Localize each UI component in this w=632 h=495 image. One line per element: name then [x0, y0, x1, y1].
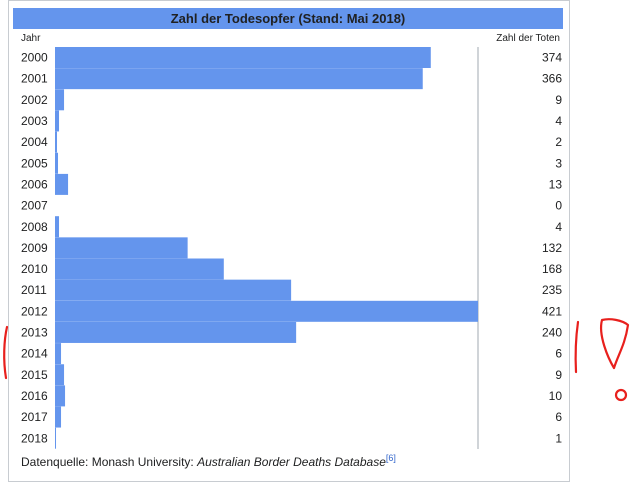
- bar: [55, 131, 58, 153]
- year-label: 2008: [21, 220, 48, 234]
- count-label: 1: [555, 431, 562, 445]
- year-label: 2018: [21, 431, 48, 445]
- count-label: 9: [555, 368, 562, 382]
- bar: [55, 343, 62, 365]
- year-label: 2004: [21, 135, 48, 149]
- year-label: 2009: [21, 241, 48, 255]
- year-label: 2003: [21, 114, 48, 128]
- bar: [55, 216, 60, 238]
- year-label: 2001: [21, 72, 48, 86]
- year-label: 2002: [21, 93, 48, 107]
- bar: [55, 47, 431, 68]
- count-label: 2: [555, 135, 562, 149]
- count-label: 6: [555, 410, 562, 424]
- red-mark-middle: [574, 320, 580, 374]
- bar: [55, 89, 65, 111]
- count-label: 3: [555, 156, 562, 170]
- red-mark-arrow: [600, 318, 630, 370]
- bar: [55, 321, 297, 343]
- source-reference-link[interactable]: [6]: [385, 453, 396, 463]
- count-label: 168: [542, 262, 562, 276]
- bar: [55, 110, 60, 132]
- bar: [55, 406, 62, 428]
- year-label: 2011: [21, 283, 47, 297]
- chart-title: Zahl der Todesopfer (Stand: Mai 2018): [13, 8, 563, 29]
- count-label: 374: [542, 51, 562, 65]
- chart-rows: 2000 374 2001 366 2002 9 2003 4 2004 2 2005 3 2006 13…: [21, 47, 562, 449]
- bar: [55, 237, 188, 259]
- count-column-header: Zahl der Toten: [496, 33, 560, 44]
- count-label: 4: [555, 220, 562, 234]
- count-label: 240: [542, 326, 562, 340]
- year-label: 2000: [21, 51, 48, 65]
- bar: [55, 68, 423, 90]
- red-mark-circle: [614, 388, 628, 402]
- count-label: 6: [555, 347, 562, 361]
- source-title: Australian Border Deaths Database: [197, 455, 386, 469]
- year-label: 2006: [21, 177, 48, 191]
- bar: [55, 427, 57, 449]
- count-label: 421: [542, 304, 562, 318]
- bar: [55, 258, 224, 280]
- count-label: 366: [542, 72, 562, 86]
- bar: [55, 300, 478, 322]
- bar: [55, 173, 69, 195]
- red-mark-left: [3, 325, 9, 380]
- count-label: 235: [542, 283, 562, 297]
- source-prefix: Datenquelle: Monash University:: [21, 455, 198, 469]
- count-label: 0: [555, 199, 562, 213]
- count-label: 10: [549, 389, 563, 403]
- bar: [55, 364, 65, 386]
- year-column-header: Jahr: [21, 33, 41, 44]
- year-label: 2010: [21, 262, 48, 276]
- data-source-note: Datenquelle: Monash University: Australi…: [21, 453, 396, 470]
- count-label: 13: [549, 177, 563, 191]
- year-label: 2014: [21, 347, 48, 361]
- year-label: 2012: [21, 304, 48, 318]
- count-label: 9: [555, 93, 562, 107]
- count-label: 132: [542, 241, 562, 255]
- year-label: 2015: [21, 368, 48, 382]
- year-label: 2005: [21, 156, 48, 170]
- bar: [55, 279, 292, 301]
- bar: [55, 385, 66, 407]
- count-label: 4: [555, 114, 562, 128]
- year-label: 2017: [21, 410, 48, 424]
- year-label: 2013: [21, 326, 48, 340]
- year-label: 2016: [21, 389, 48, 403]
- bar: [55, 152, 59, 174]
- year-label: 2007: [21, 199, 48, 213]
